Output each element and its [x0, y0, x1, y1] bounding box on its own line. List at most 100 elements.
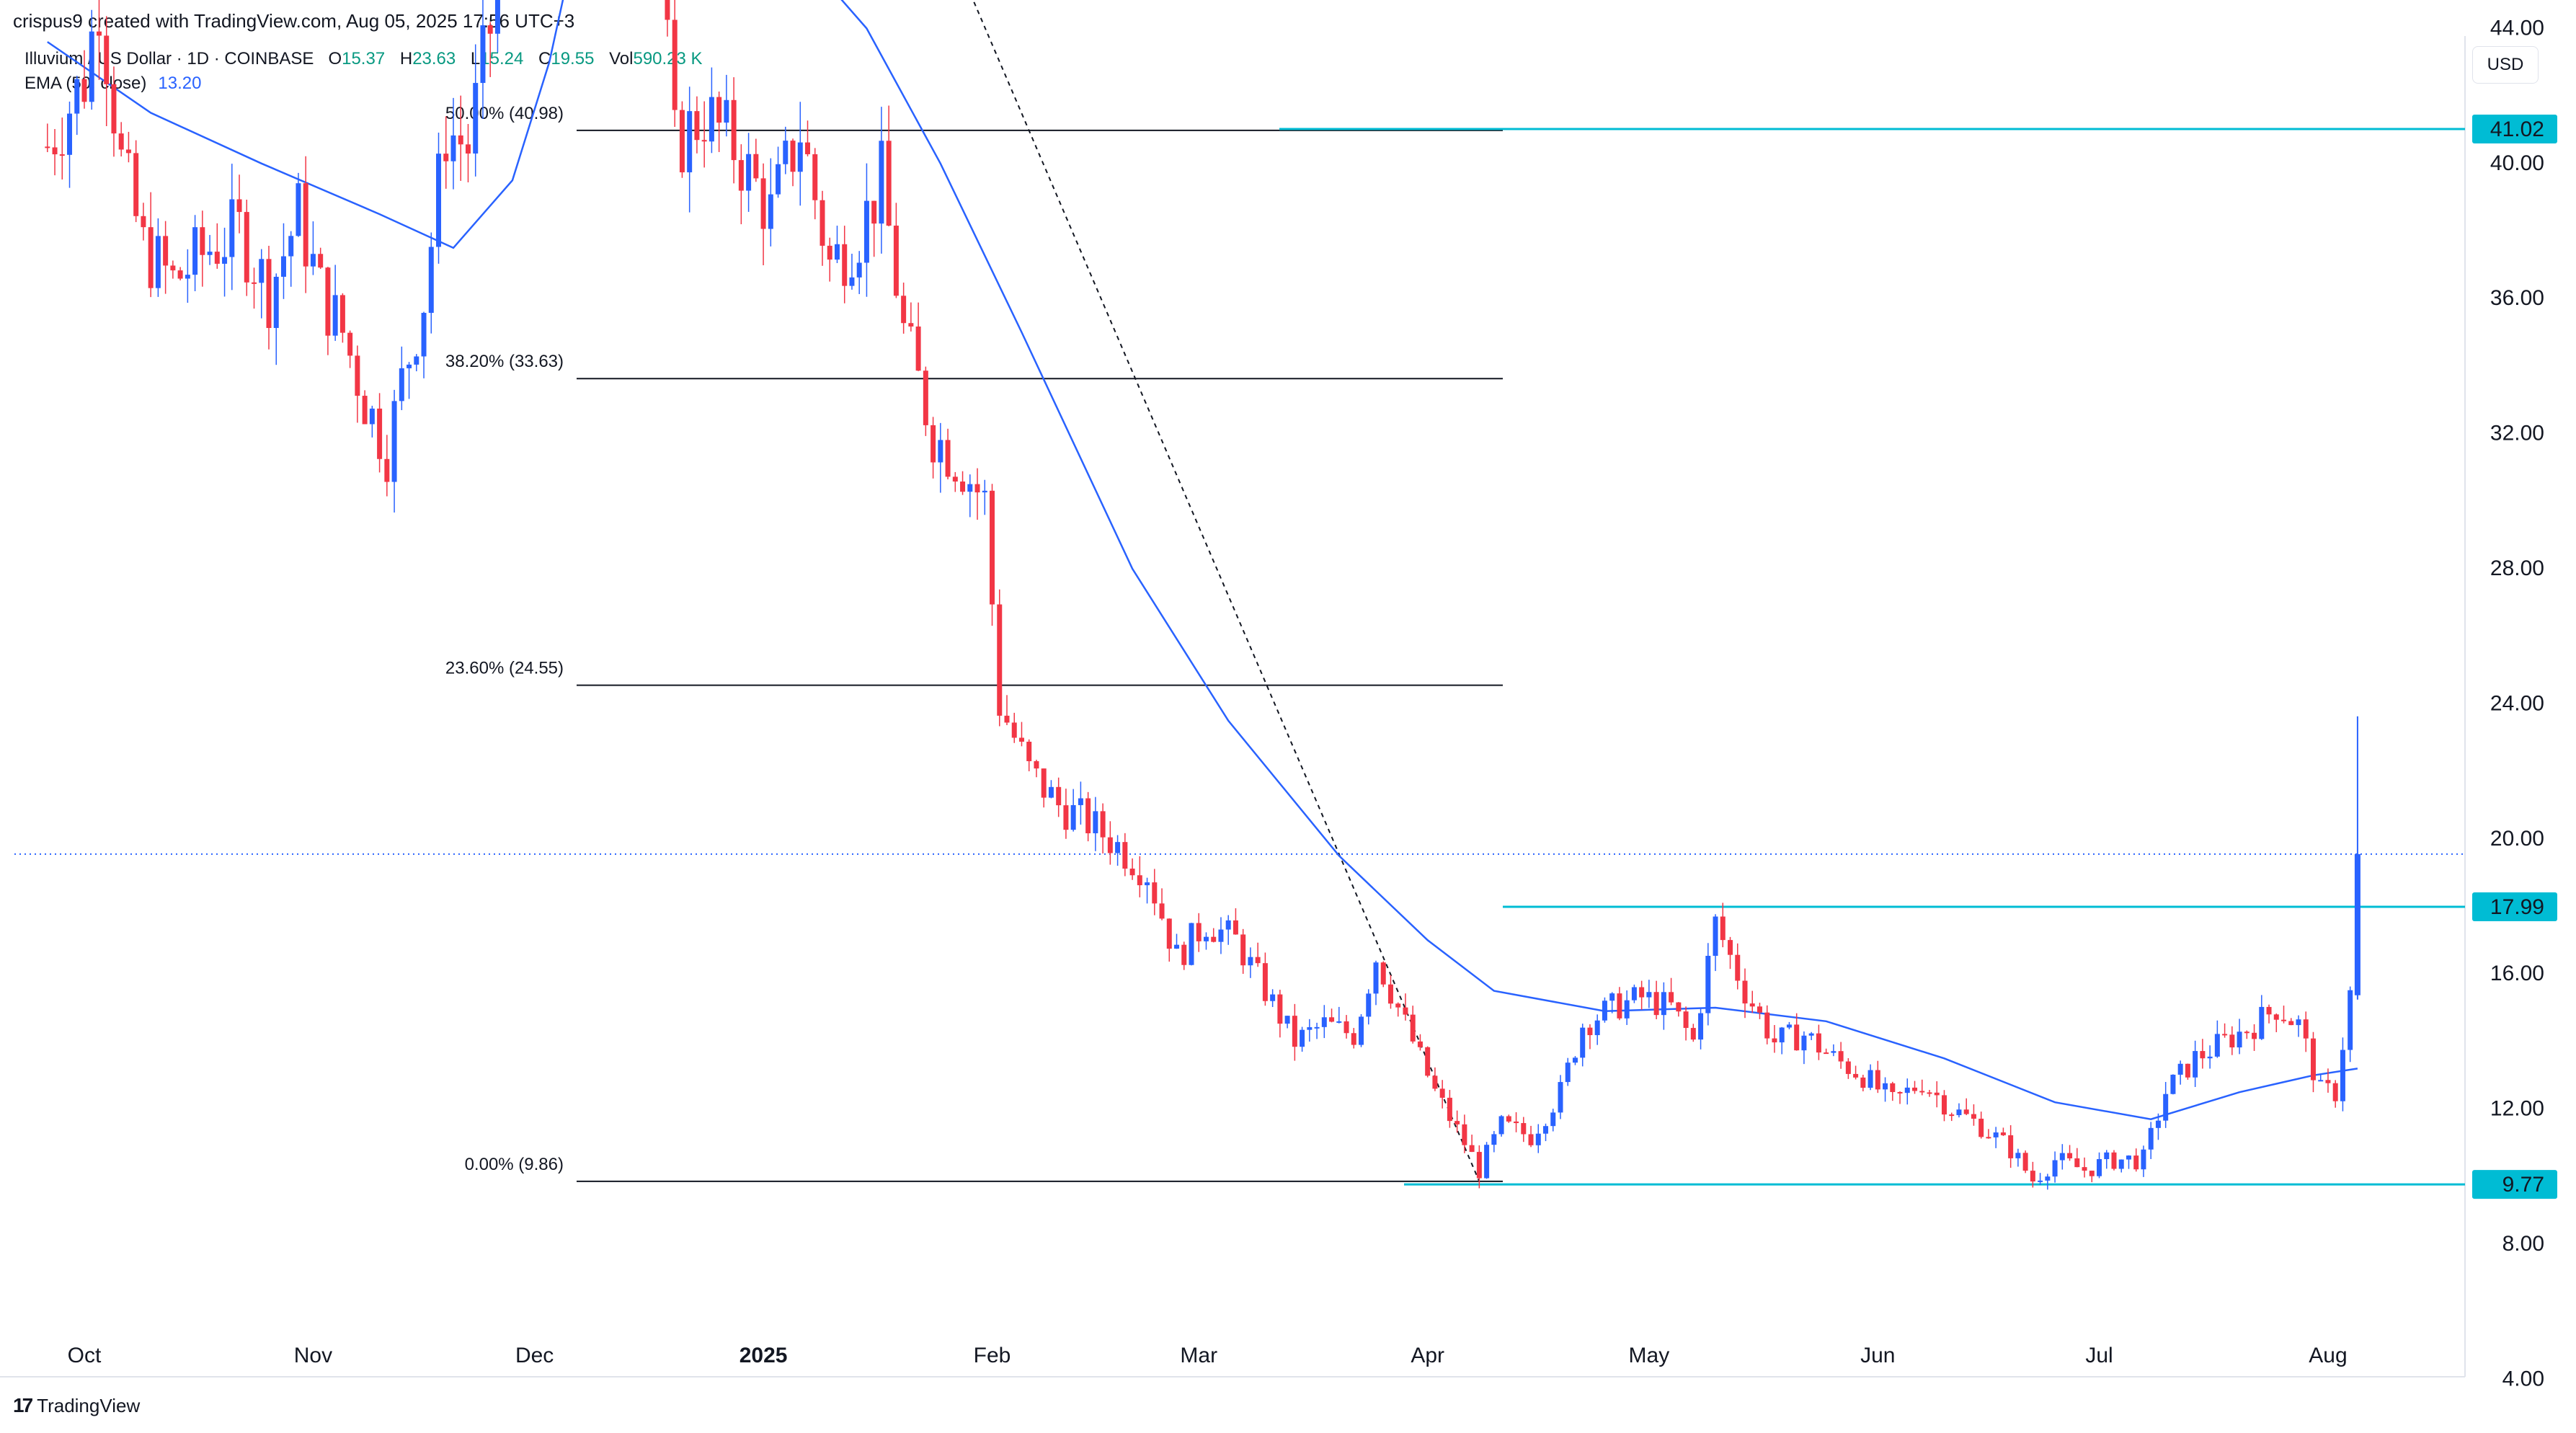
- candle-body: [952, 476, 958, 482]
- candle-body: [1351, 1033, 1356, 1045]
- candle-body: [1535, 1133, 1541, 1145]
- y-tick-label: 28.00: [2490, 556, 2544, 580]
- candle-body: [1395, 1003, 1401, 1008]
- candle-body: [1225, 920, 1231, 930]
- tradingview-logo-icon: 17: [13, 1394, 33, 1416]
- candle-body: [1359, 1016, 1364, 1045]
- candle-body: [1159, 903, 1165, 919]
- tradingview-footer[interactable]: 17 TradingView: [13, 1394, 140, 1417]
- candle-body: [1617, 993, 1622, 1019]
- candle-body: [163, 236, 169, 266]
- candle-body: [2325, 1080, 2331, 1083]
- candle-body: [1543, 1126, 1549, 1134]
- candle-body: [1314, 1026, 1320, 1029]
- candle-body: [805, 142, 811, 154]
- candle-body: [1107, 837, 1113, 853]
- level-price-tag: [2472, 1170, 2557, 1199]
- candle-body: [1240, 934, 1246, 966]
- candle-body: [67, 113, 73, 155]
- candle-body: [1034, 760, 1039, 769]
- candle-body: [1580, 1027, 1586, 1058]
- candle-body: [1904, 1087, 1910, 1093]
- candle-body: [2074, 1158, 2080, 1168]
- candle-body: [1152, 882, 1158, 904]
- candle-body: [746, 154, 752, 191]
- candle-body: [1676, 1002, 1682, 1012]
- candle-body: [1963, 1109, 1969, 1114]
- candle-body: [2214, 1034, 2220, 1057]
- candle-body: [871, 200, 877, 224]
- candle-body: [487, 25, 493, 34]
- candle-body: [1838, 1051, 1844, 1062]
- candle-body: [2237, 1032, 2242, 1048]
- candle-body: [1070, 804, 1076, 830]
- candle-body: [2310, 1038, 2316, 1081]
- candle-body: [2177, 1063, 2183, 1075]
- candle-body: [1639, 987, 1645, 998]
- y-tick-label: 20.00: [2490, 827, 2544, 851]
- candle-body: [2045, 1176, 2051, 1181]
- candle-body: [1307, 1027, 1313, 1030]
- ema-50-line: [47, 0, 2358, 1120]
- candle-body: [886, 141, 892, 226]
- candle-body: [842, 244, 848, 286]
- candle-body: [724, 99, 729, 123]
- candle-body: [665, 0, 670, 20]
- candle-body: [1189, 923, 1194, 965]
- candle-body: [252, 282, 257, 284]
- candle-body: [709, 97, 714, 142]
- candle-body: [465, 144, 471, 154]
- candle-body: [59, 154, 65, 156]
- candle-body: [1403, 1007, 1408, 1015]
- open-label: O: [328, 49, 342, 68]
- candle-body: [2104, 1152, 2110, 1160]
- candle-body: [236, 199, 242, 213]
- candle-body: [369, 408, 375, 425]
- candle-body: [1824, 1052, 1829, 1055]
- candle-body: [450, 135, 456, 161]
- y-tick-label: 24.00: [2490, 691, 2544, 715]
- candle-body: [1432, 1075, 1438, 1089]
- candlesticks: [45, 0, 2360, 1190]
- candle-body: [1956, 1109, 1962, 1116]
- candle-body: [473, 83, 479, 154]
- candle-body: [776, 164, 781, 195]
- candle-body: [266, 259, 272, 328]
- candle-body: [1439, 1088, 1445, 1098]
- candle-body: [731, 99, 737, 161]
- price-tags: 41.02 17.99 9.77: [2472, 115, 2557, 1199]
- candle-body: [701, 140, 707, 142]
- candle-body: [244, 212, 249, 283]
- candle-body: [2133, 1155, 2139, 1170]
- candle-body: [1550, 1112, 1556, 1127]
- candle-body: [1587, 1027, 1593, 1036]
- candle-body: [783, 141, 789, 164]
- candle-body: [1218, 929, 1224, 942]
- candle-body: [2296, 1019, 2301, 1026]
- candle-body: [974, 484, 980, 493]
- candle-body: [1514, 1121, 1519, 1124]
- candle-body: [2030, 1171, 2035, 1182]
- candle-body: [2273, 1014, 2279, 1020]
- symbol-legend[interactable]: Illuvium / US Dollar · 1D · COINBASE O15…: [25, 49, 713, 69]
- fib-level-label: 0.00% (9.86): [465, 1155, 564, 1174]
- candle-body: [1594, 1020, 1600, 1036]
- ema-line: [47, 0, 2358, 1120]
- candle-body: [1631, 987, 1637, 1001]
- x-tick-label: Oct: [68, 1344, 102, 1367]
- candle-body: [2118, 1159, 2124, 1169]
- candle-body: [1004, 715, 1010, 723]
- candle-body: [1867, 1070, 1873, 1088]
- x-tick-label: Jun: [1860, 1344, 1895, 1367]
- candle-body: [1786, 1024, 1792, 1028]
- candle-body: [753, 154, 759, 179]
- candle-body: [1772, 1038, 1777, 1043]
- candle-body: [967, 484, 973, 492]
- candle-body: [362, 396, 368, 425]
- currency-button[interactable]: USD: [2472, 46, 2539, 84]
- candle-body: [2252, 1032, 2257, 1039]
- candle-body: [2185, 1063, 2190, 1078]
- candle-body: [399, 368, 404, 401]
- candle-body: [2008, 1135, 2014, 1158]
